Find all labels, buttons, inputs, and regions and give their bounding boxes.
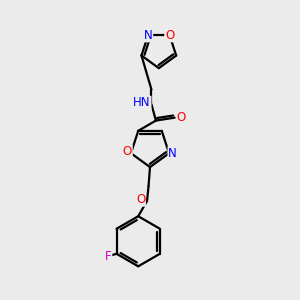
Text: O: O [176, 111, 185, 124]
Text: HN: HN [133, 96, 151, 110]
Text: N: N [168, 147, 177, 160]
Text: N: N [144, 28, 152, 42]
Text: F: F [105, 250, 112, 263]
Text: O: O [123, 145, 132, 158]
Text: O: O [165, 28, 174, 42]
Text: O: O [136, 193, 145, 206]
